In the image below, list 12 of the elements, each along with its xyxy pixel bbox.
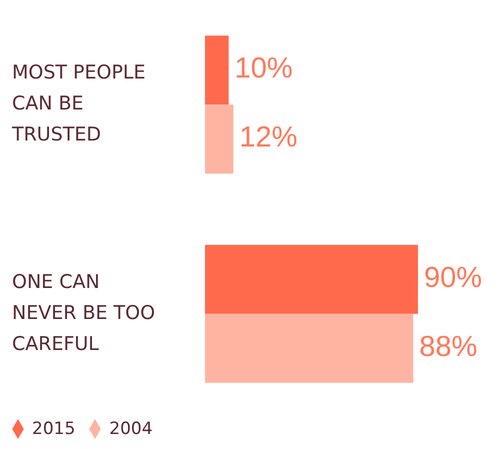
bar (205, 244, 418, 314)
data-label: 90% (424, 262, 482, 294)
bar (205, 36, 229, 105)
data-label: 10% (234, 52, 293, 85)
y-tick-label: ONE CAN NEVER BE TOO CAREFUL (12, 271, 156, 356)
data-label: 88% (419, 331, 478, 364)
y-tick-label: MOST PEOPLE CAN BE TRUSTED (11, 62, 146, 146)
legend-label: 2004 (109, 418, 153, 439)
bar (205, 314, 414, 383)
legend-label: 2015 (32, 418, 76, 439)
bar (205, 104, 234, 174)
data-label: 12% (239, 122, 298, 154)
